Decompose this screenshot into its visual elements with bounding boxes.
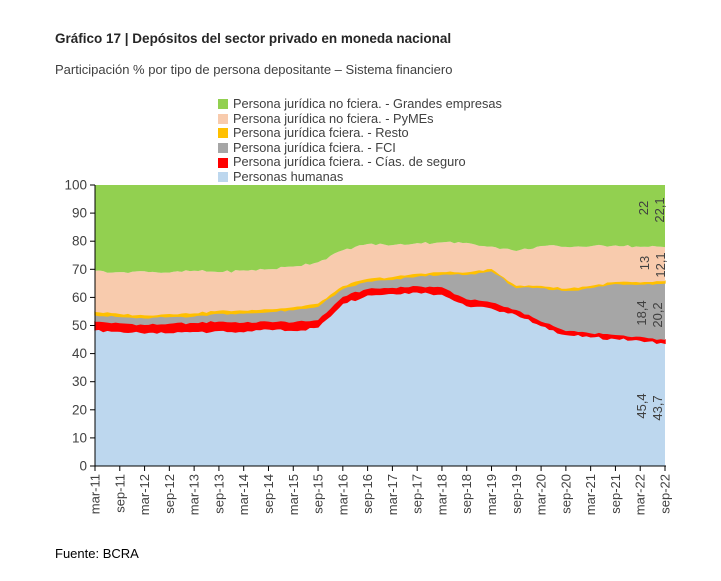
y-tick-label: 60 <box>72 290 87 305</box>
y-tick-label: 80 <box>72 234 87 249</box>
legend-item-label: Persona jurídica no fciera. - PyMEs <box>233 110 434 126</box>
annotation-label: 13 <box>637 256 652 270</box>
y-tick-label: 100 <box>64 178 87 193</box>
legend-item-label: Persona jurídica no fciera. - Grandes em… <box>233 96 502 111</box>
x-tick-label: sep-19 <box>509 474 524 514</box>
annotation-label: 43,7 <box>650 395 665 420</box>
x-tick-label: mar-20 <box>534 474 549 515</box>
y-tick-label: 40 <box>72 346 87 361</box>
x-tick-label: mar-13 <box>187 474 202 515</box>
x-tick-label: mar-11 <box>88 474 103 514</box>
chart-subtitle: Participación % por tipo de persona depo… <box>55 62 453 77</box>
legend-item: Persona jurídica no fciera. - PyMEs <box>218 110 502 127</box>
legend-swatch <box>218 157 228 168</box>
x-tick-label: sep-18 <box>459 474 474 514</box>
x-tick-label: sep-12 <box>162 474 177 514</box>
annotation-label: 20,2 <box>650 302 665 327</box>
area-series-5 <box>95 185 665 274</box>
legend-item-label: Persona jurídica fciera. - Resto <box>233 125 409 141</box>
x-tick-label: mar-12 <box>137 474 152 515</box>
annotation-label: 12,1 <box>653 252 668 277</box>
x-tick-label: sep-11 <box>112 474 127 513</box>
x-tick-label: mar-14 <box>236 474 251 515</box>
y-tick-label: 30 <box>72 374 87 389</box>
legend-item: Persona jurídica no fciera. - Grandes em… <box>218 96 502 112</box>
y-tick-label: 20 <box>72 402 87 417</box>
legend-swatch <box>218 128 228 139</box>
chart-legend: Persona jurídica no fciera. - Grandes em… <box>218 96 502 185</box>
y-tick-label: 90 <box>72 206 87 221</box>
x-tick-label: sep-20 <box>558 474 573 514</box>
legend-item-label: Personas humanas <box>233 168 344 184</box>
legend-item-label: Persona jurídica fciera. - FCI <box>233 139 396 155</box>
legend-swatch <box>218 172 228 183</box>
x-tick-label: mar-19 <box>484 474 499 515</box>
legend-item: Persona jurídica fciera. - Cías. de segu… <box>218 155 502 170</box>
x-tick-label: sep-16 <box>360 474 375 514</box>
x-tick-label: sep-17 <box>410 474 425 514</box>
x-tick-label: mar-15 <box>286 474 301 515</box>
x-tick-label: mar-22 <box>633 474 648 515</box>
legend-swatch <box>218 99 228 110</box>
x-tick-label: sep-14 <box>261 474 276 514</box>
legend-item: Personas humanas <box>218 168 502 185</box>
y-tick-label: 10 <box>72 430 87 445</box>
area-series-4 <box>95 241 665 316</box>
legend-swatch <box>218 143 228 154</box>
legend-item-label: Persona jurídica fciera. - Cías. de segu… <box>233 154 466 170</box>
x-tick-label: mar-21 <box>583 474 598 515</box>
y-tick-label: 0 <box>79 459 87 474</box>
annotation-label: 22,1 <box>652 197 667 222</box>
area-series-0 <box>95 291 665 466</box>
legend-item: Persona jurídica fciera. - Resto <box>218 126 502 141</box>
annotation-label: 45,4 <box>634 393 649 418</box>
legend-swatch <box>218 113 228 124</box>
y-tick-label: 70 <box>72 262 87 277</box>
y-tick-label: 50 <box>72 318 87 333</box>
page-title: Gráfico 17 | Depósitos del sector privad… <box>55 31 452 46</box>
x-tick-label: mar-18 <box>434 474 449 515</box>
x-tick-label: sep-13 <box>211 474 226 514</box>
area-series-2 <box>95 270 665 340</box>
annotation-label: 18,4 <box>634 300 649 325</box>
x-tick-label: sep-22 <box>658 474 673 514</box>
source-note: Fuente: BCRA <box>55 546 139 561</box>
legend-item: Persona jurídica fciera. - FCI <box>218 139 502 156</box>
annotation-label: 22 <box>636 201 651 215</box>
x-tick-label: sep-21 <box>608 474 623 514</box>
x-tick-label: mar-16 <box>335 474 350 515</box>
x-tick-label: sep-15 <box>311 474 326 514</box>
x-tick-label: mar-17 <box>385 474 400 515</box>
